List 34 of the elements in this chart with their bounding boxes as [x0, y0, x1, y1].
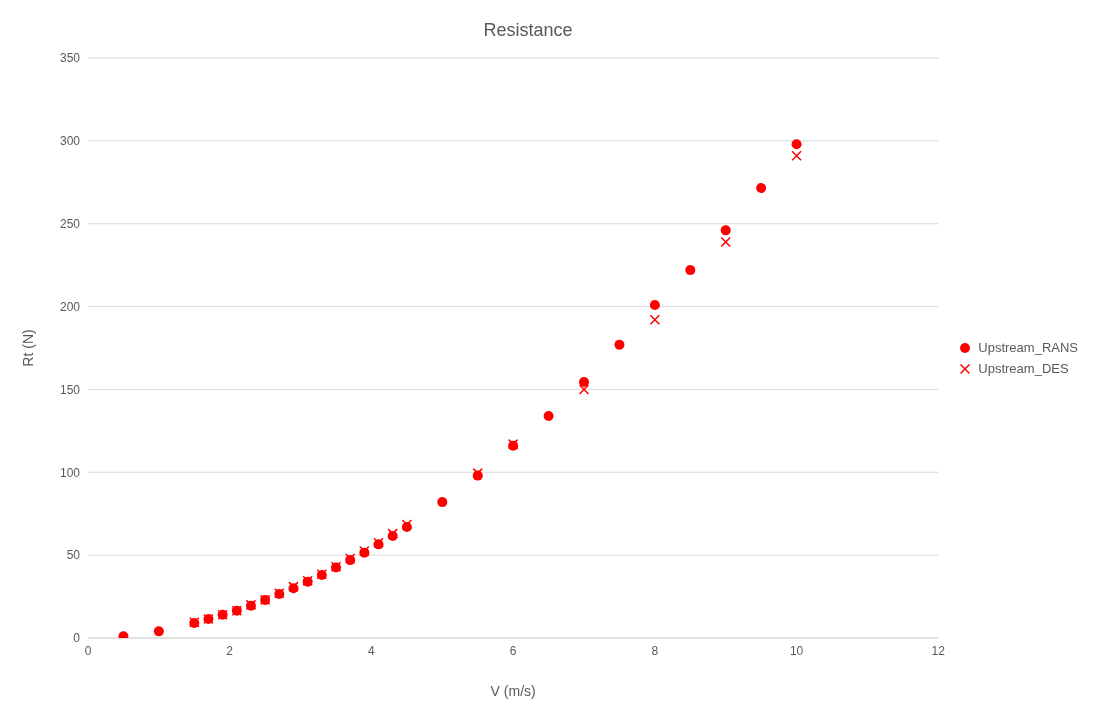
point: [720, 236, 731, 248]
point: [720, 225, 731, 236]
point: [791, 150, 802, 162]
y-tick-label: 300: [59, 134, 81, 149]
x-tick-label: 8: [651, 643, 659, 658]
y-tick-label: 150: [59, 382, 81, 397]
point: [685, 265, 696, 276]
x-tick-label: 2: [226, 643, 234, 658]
point: [649, 299, 660, 310]
y-tick-label: 50: [66, 548, 81, 563]
x-tick-label: 6: [509, 643, 517, 658]
legend-label: Upstream_RANS: [978, 340, 1078, 355]
legend-label: Upstream_DES: [978, 361, 1069, 376]
chart-title: Resistance: [482, 20, 574, 41]
point: [578, 384, 590, 395]
y-axis-title: Rt (N): [19, 329, 36, 367]
point: [649, 314, 661, 326]
point: [791, 139, 802, 150]
x-tick-label: 12: [931, 643, 946, 658]
y-tick-label: 350: [59, 51, 81, 66]
point: [579, 376, 590, 387]
y-tick-label: 200: [59, 299, 81, 314]
x-axis-title: V (m/s): [490, 683, 536, 699]
point: [614, 339, 625, 350]
y-tick-label: 100: [59, 465, 81, 480]
x-tick-label: 10: [789, 643, 804, 658]
point: [437, 497, 448, 508]
point: [153, 626, 164, 637]
y-tick-label: 250: [59, 216, 81, 231]
x-tick-label: 4: [368, 643, 376, 658]
point: [543, 410, 554, 421]
point: [756, 183, 767, 194]
y-tick-label: 0: [73, 631, 81, 646]
x-tick-label: 0: [84, 643, 92, 658]
